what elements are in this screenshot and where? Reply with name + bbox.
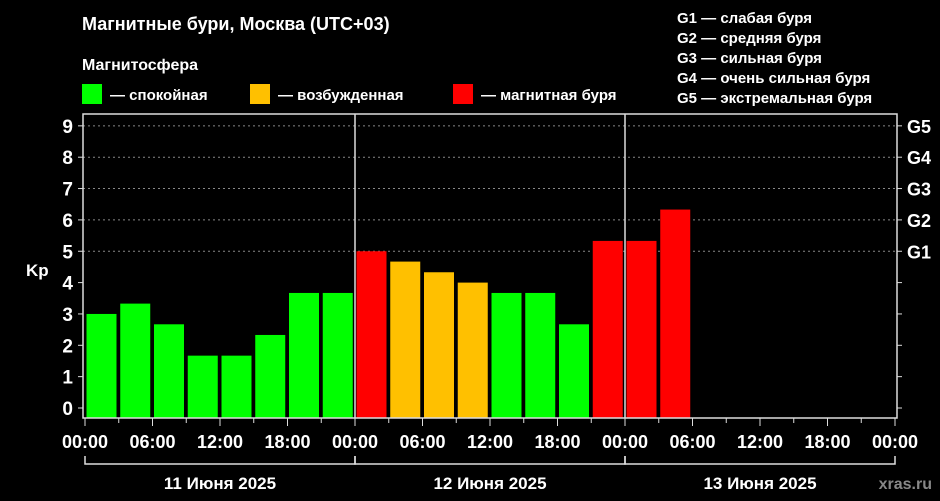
x-tick-label: 18:00 <box>264 432 310 452</box>
day-bracket <box>624 456 896 465</box>
bar <box>86 313 117 418</box>
x-tick-label: 12:00 <box>197 432 243 452</box>
y-tick-label: 5 <box>62 242 73 263</box>
bar <box>322 292 353 418</box>
bar <box>626 240 657 418</box>
axes: 0 1 2 3 4 5 6 7 8 9 G1 G2 G3 G4 G5 00:00 06:00 12:00 18:00… <box>62 113 931 493</box>
g-legend-item: G4 — очень сильная буря <box>677 70 870 87</box>
day-bracket <box>354 456 626 465</box>
watermark: xras.ru <box>879 476 932 493</box>
legend-title: Магнитосфера <box>82 57 198 74</box>
y-tick-label: 1 <box>62 368 73 389</box>
x-tick-label: 06:00 <box>669 432 715 452</box>
g-legend-item: G5 — экстремальная буря <box>677 90 872 107</box>
y-axis-label: Kp <box>26 261 49 280</box>
y-tick-label: 9 <box>62 117 73 138</box>
g-legend-item: G3 — сильная буря <box>677 50 822 67</box>
g-legend-item: G1 — слабая буря <box>677 10 812 27</box>
bar <box>525 292 556 418</box>
g-legend-item: G2 — средняя буря <box>677 30 821 47</box>
grid <box>83 125 897 252</box>
bar <box>457 282 488 418</box>
bar <box>255 334 286 418</box>
y-tick-label: 7 <box>62 180 73 201</box>
legend-swatch <box>82 84 102 104</box>
x-tick-label: 06:00 <box>399 432 445 452</box>
y-tick-label: 3 <box>62 305 73 326</box>
x-tick-label: 06:00 <box>129 432 175 452</box>
legend-swatch <box>453 84 473 104</box>
bar <box>187 355 218 418</box>
day-label: 11 Июня 2025 <box>164 474 276 493</box>
x-tick-label: 12:00 <box>737 432 783 452</box>
y-tick-label: 8 <box>62 148 73 169</box>
bar <box>592 240 623 418</box>
g-tick-label: G3 <box>907 180 931 200</box>
day-label: 13 Июня 2025 <box>703 474 816 493</box>
g-tick-label: G5 <box>907 117 931 137</box>
legend-label: — возбужденная <box>278 87 404 104</box>
bars <box>86 209 691 418</box>
x-tick-label: 18:00 <box>804 432 850 452</box>
x-tick-label: 00:00 <box>62 432 108 452</box>
bar <box>559 324 589 418</box>
x-tick-label: 00:00 <box>602 432 648 452</box>
bar <box>424 272 454 418</box>
y-tick-label: 0 <box>62 399 73 420</box>
chart-title: Магнитные бури, Москва (UTC+03) <box>82 14 390 34</box>
x-tick-label: 00:00 <box>872 432 918 452</box>
bar <box>154 324 184 418</box>
g-tick-label: G2 <box>907 211 931 231</box>
bar <box>356 251 387 418</box>
bar <box>120 303 151 418</box>
g-tick-label: G1 <box>907 242 931 262</box>
y-tick-label: 4 <box>62 274 73 295</box>
x-tick-label: 18:00 <box>534 432 580 452</box>
g-legend: G1 — слабая буря G2 — средняя буря G3 — си… <box>677 10 872 107</box>
legend-swatch <box>250 84 270 104</box>
bar <box>491 292 522 418</box>
legend: — спокойная — возбужденная — магнитная бур… <box>82 84 617 104</box>
bar <box>390 261 421 418</box>
bar <box>221 355 252 418</box>
y-tick-label: 6 <box>62 211 73 232</box>
x-tick-label: 12:00 <box>467 432 513 452</box>
day-label: 12 Июня 2025 <box>433 474 546 493</box>
legend-label: — магнитная буря <box>481 87 617 104</box>
day-bracket <box>84 456 356 465</box>
bar <box>660 209 691 418</box>
bar <box>289 292 319 418</box>
legend-label: — спокойная <box>110 87 208 104</box>
y-tick-label: 2 <box>62 336 73 357</box>
g-tick-label: G4 <box>907 148 931 168</box>
x-tick-label: 00:00 <box>332 432 378 452</box>
